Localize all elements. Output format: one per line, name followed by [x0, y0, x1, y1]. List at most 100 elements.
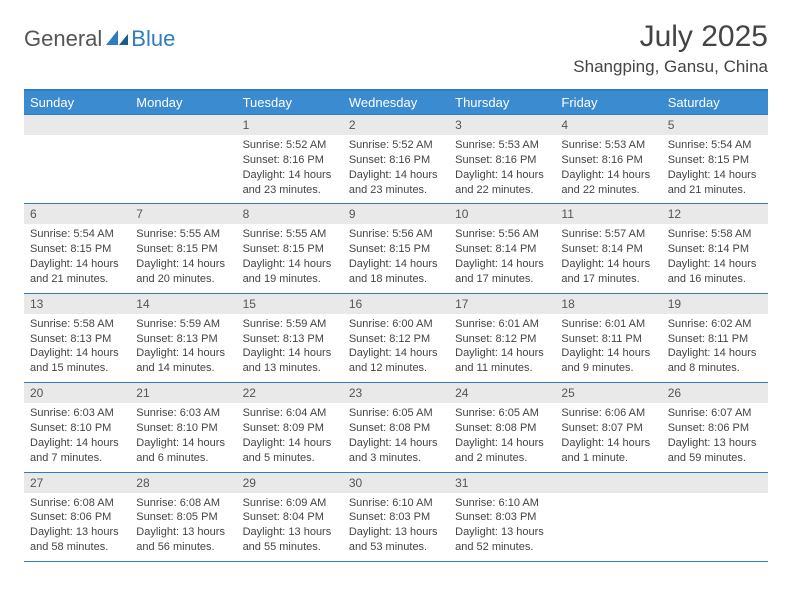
day-number: 10 [449, 204, 555, 224]
calendar-cell: 2Sunrise: 5:52 AMSunset: 8:16 PMDaylight… [343, 115, 449, 204]
location-text: Shangping, Gansu, China [573, 57, 768, 77]
day-number: 20 [24, 383, 130, 403]
calendar-cell: 16Sunrise: 6:00 AMSunset: 8:12 PMDayligh… [343, 293, 449, 382]
day-number: 6 [24, 204, 130, 224]
calendar-cell: 1Sunrise: 5:52 AMSunset: 8:16 PMDaylight… [237, 115, 343, 204]
day-number: 3 [449, 115, 555, 135]
calendar-cell: 21Sunrise: 6:03 AMSunset: 8:10 PMDayligh… [130, 383, 236, 472]
day-header: Monday [130, 90, 236, 115]
day-content: Sunrise: 6:04 AMSunset: 8:09 PMDaylight:… [237, 403, 343, 471]
calendar-cell [555, 472, 661, 561]
day-number: 13 [24, 294, 130, 314]
day-number: 7 [130, 204, 236, 224]
day-number [130, 115, 236, 135]
day-content [130, 135, 236, 144]
day-number: 16 [343, 294, 449, 314]
day-content: Sunrise: 6:01 AMSunset: 8:11 PMDaylight:… [555, 314, 661, 382]
calendar-cell: 5Sunrise: 5:54 AMSunset: 8:15 PMDaylight… [662, 115, 768, 204]
day-number [24, 115, 130, 135]
day-number: 9 [343, 204, 449, 224]
calendar-cell: 22Sunrise: 6:04 AMSunset: 8:09 PMDayligh… [237, 383, 343, 472]
brand-part1: General [24, 26, 102, 52]
day-number: 27 [24, 473, 130, 493]
day-number: 18 [555, 294, 661, 314]
day-number: 17 [449, 294, 555, 314]
day-number: 2 [343, 115, 449, 135]
day-content: Sunrise: 5:56 AMSunset: 8:14 PMDaylight:… [449, 224, 555, 292]
calendar-cell: 4Sunrise: 5:53 AMSunset: 8:16 PMDaylight… [555, 115, 661, 204]
day-content: Sunrise: 6:01 AMSunset: 8:12 PMDaylight:… [449, 314, 555, 382]
day-number [662, 473, 768, 493]
day-number: 19 [662, 294, 768, 314]
page-title: July 2025 [573, 20, 768, 53]
day-number: 5 [662, 115, 768, 135]
calendar-cell: 12Sunrise: 5:58 AMSunset: 8:14 PMDayligh… [662, 204, 768, 293]
day-header: Wednesday [343, 90, 449, 115]
day-content: Sunrise: 5:56 AMSunset: 8:15 PMDaylight:… [343, 224, 449, 292]
day-content: Sunrise: 6:09 AMSunset: 8:04 PMDaylight:… [237, 493, 343, 561]
day-content: Sunrise: 5:54 AMSunset: 8:15 PMDaylight:… [662, 135, 768, 203]
day-content: Sunrise: 6:07 AMSunset: 8:06 PMDaylight:… [662, 403, 768, 471]
day-content: Sunrise: 5:55 AMSunset: 8:15 PMDaylight:… [130, 224, 236, 292]
day-content: Sunrise: 6:05 AMSunset: 8:08 PMDaylight:… [343, 403, 449, 471]
day-number: 8 [237, 204, 343, 224]
day-content: Sunrise: 5:55 AMSunset: 8:15 PMDaylight:… [237, 224, 343, 292]
calendar-cell: 25Sunrise: 6:06 AMSunset: 8:07 PMDayligh… [555, 383, 661, 472]
day-number: 1 [237, 115, 343, 135]
day-content [662, 493, 768, 502]
day-header: Thursday [449, 90, 555, 115]
day-content: Sunrise: 6:08 AMSunset: 8:06 PMDaylight:… [24, 493, 130, 561]
calendar-cell: 10Sunrise: 5:56 AMSunset: 8:14 PMDayligh… [449, 204, 555, 293]
calendar-cell [130, 115, 236, 204]
calendar-cell: 17Sunrise: 6:01 AMSunset: 8:12 PMDayligh… [449, 293, 555, 382]
sail-icon [106, 30, 128, 48]
calendar-cell: 8Sunrise: 5:55 AMSunset: 8:15 PMDaylight… [237, 204, 343, 293]
calendar-cell: 13Sunrise: 5:58 AMSunset: 8:13 PMDayligh… [24, 293, 130, 382]
calendar-cell: 24Sunrise: 6:05 AMSunset: 8:08 PMDayligh… [449, 383, 555, 472]
day-content [24, 135, 130, 144]
calendar-table: SundayMondayTuesdayWednesdayThursdayFrid… [24, 89, 768, 562]
day-content: Sunrise: 5:52 AMSunset: 8:16 PMDaylight:… [343, 135, 449, 203]
calendar-cell: 23Sunrise: 6:05 AMSunset: 8:08 PMDayligh… [343, 383, 449, 472]
day-content: Sunrise: 6:08 AMSunset: 8:05 PMDaylight:… [130, 493, 236, 561]
day-header: Saturday [662, 90, 768, 115]
day-content: Sunrise: 6:06 AMSunset: 8:07 PMDaylight:… [555, 403, 661, 471]
day-number: 14 [130, 294, 236, 314]
day-number [555, 473, 661, 493]
calendar-cell [662, 472, 768, 561]
day-content: Sunrise: 5:59 AMSunset: 8:13 PMDaylight:… [130, 314, 236, 382]
day-number: 24 [449, 383, 555, 403]
calendar-cell: 31Sunrise: 6:10 AMSunset: 8:03 PMDayligh… [449, 472, 555, 561]
calendar-cell: 18Sunrise: 6:01 AMSunset: 8:11 PMDayligh… [555, 293, 661, 382]
day-content: Sunrise: 6:03 AMSunset: 8:10 PMDaylight:… [24, 403, 130, 471]
day-content: Sunrise: 5:58 AMSunset: 8:14 PMDaylight:… [662, 224, 768, 292]
calendar-cell [24, 115, 130, 204]
day-number: 22 [237, 383, 343, 403]
day-number: 30 [343, 473, 449, 493]
day-content: Sunrise: 6:00 AMSunset: 8:12 PMDaylight:… [343, 314, 449, 382]
day-content: Sunrise: 6:05 AMSunset: 8:08 PMDaylight:… [449, 403, 555, 471]
calendar-cell: 28Sunrise: 6:08 AMSunset: 8:05 PMDayligh… [130, 472, 236, 561]
day-content: Sunrise: 6:02 AMSunset: 8:11 PMDaylight:… [662, 314, 768, 382]
calendar-cell: 11Sunrise: 5:57 AMSunset: 8:14 PMDayligh… [555, 204, 661, 293]
calendar-cell: 26Sunrise: 6:07 AMSunset: 8:06 PMDayligh… [662, 383, 768, 472]
day-number: 12 [662, 204, 768, 224]
day-number: 21 [130, 383, 236, 403]
day-content: Sunrise: 5:53 AMSunset: 8:16 PMDaylight:… [555, 135, 661, 203]
day-content: Sunrise: 5:59 AMSunset: 8:13 PMDaylight:… [237, 314, 343, 382]
calendar-cell: 30Sunrise: 6:10 AMSunset: 8:03 PMDayligh… [343, 472, 449, 561]
day-number: 28 [130, 473, 236, 493]
calendar-cell: 9Sunrise: 5:56 AMSunset: 8:15 PMDaylight… [343, 204, 449, 293]
calendar-cell: 20Sunrise: 6:03 AMSunset: 8:10 PMDayligh… [24, 383, 130, 472]
day-header: Sunday [24, 90, 130, 115]
calendar-cell: 14Sunrise: 5:59 AMSunset: 8:13 PMDayligh… [130, 293, 236, 382]
calendar-cell: 29Sunrise: 6:09 AMSunset: 8:04 PMDayligh… [237, 472, 343, 561]
calendar-cell: 19Sunrise: 6:02 AMSunset: 8:11 PMDayligh… [662, 293, 768, 382]
day-content: Sunrise: 5:54 AMSunset: 8:15 PMDaylight:… [24, 224, 130, 292]
day-content: Sunrise: 5:53 AMSunset: 8:16 PMDaylight:… [449, 135, 555, 203]
day-number: 25 [555, 383, 661, 403]
day-number: 23 [343, 383, 449, 403]
day-content: Sunrise: 6:10 AMSunset: 8:03 PMDaylight:… [343, 493, 449, 561]
day-number: 11 [555, 204, 661, 224]
day-number: 4 [555, 115, 661, 135]
